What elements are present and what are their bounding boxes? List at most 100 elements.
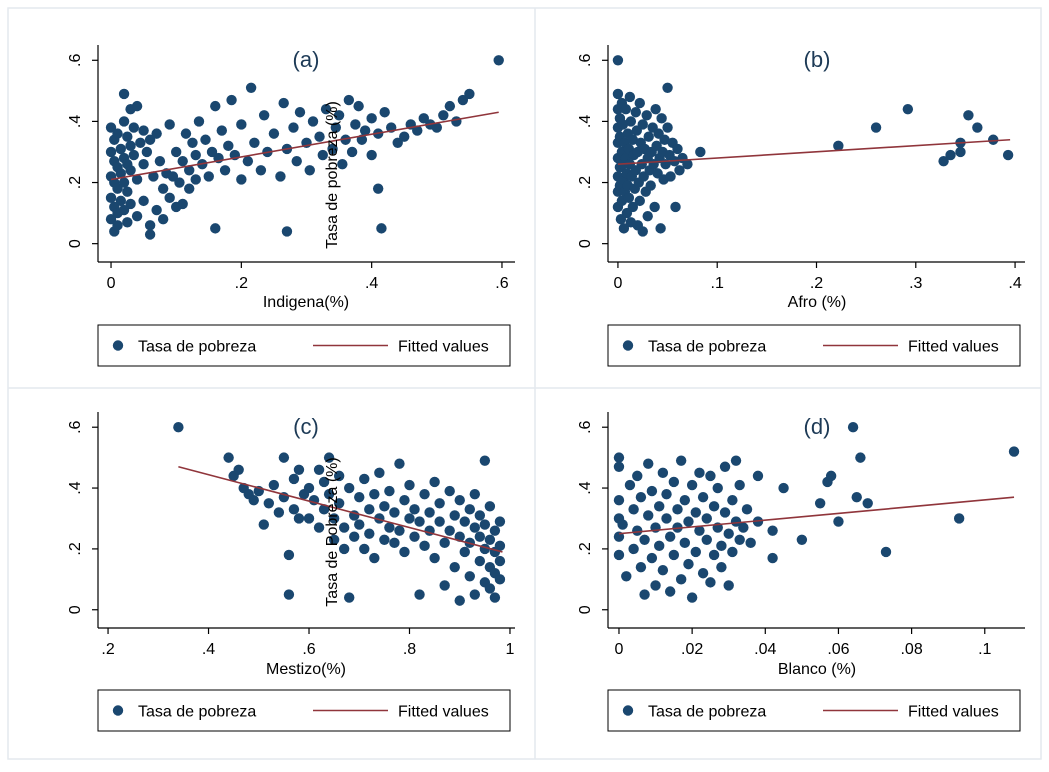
data-point bbox=[1008, 446, 1020, 457]
figure-frame bbox=[7, 7, 1042, 760]
data-point bbox=[734, 534, 745, 545]
data-point bbox=[180, 128, 192, 139]
data-point bbox=[683, 516, 694, 527]
data-point bbox=[379, 107, 390, 118]
data-point bbox=[642, 210, 653, 222]
data-point bbox=[288, 504, 300, 515]
data-point bbox=[730, 455, 742, 466]
data-point bbox=[242, 155, 254, 167]
data-point bbox=[675, 574, 687, 585]
data-point bbox=[105, 146, 117, 158]
data-point bbox=[307, 116, 319, 127]
data-point bbox=[902, 103, 914, 115]
data-point bbox=[444, 525, 455, 536]
data-point bbox=[372, 183, 384, 194]
data-point bbox=[493, 55, 504, 66]
data-point bbox=[122, 131, 133, 142]
data-point bbox=[628, 543, 639, 555]
y-tick-label: .2 bbox=[577, 542, 594, 555]
data-point bbox=[144, 134, 156, 145]
data-point bbox=[474, 555, 486, 567]
legend-label-fit: Fitted values bbox=[398, 339, 489, 356]
data-point bbox=[494, 516, 506, 527]
data-point bbox=[338, 543, 350, 555]
data-point bbox=[344, 482, 355, 494]
data-point bbox=[741, 504, 753, 515]
data-point bbox=[723, 528, 734, 539]
data-point bbox=[627, 134, 639, 145]
data-point bbox=[409, 504, 420, 515]
data-point bbox=[656, 113, 667, 124]
panel-title: (c) bbox=[293, 414, 319, 439]
data-point bbox=[313, 464, 325, 476]
data-point bbox=[494, 574, 506, 585]
data-point bbox=[723, 580, 734, 591]
data-point bbox=[115, 143, 127, 155]
data-point bbox=[484, 583, 496, 594]
x-tick-label: .4 bbox=[202, 641, 215, 658]
data-point bbox=[825, 470, 837, 482]
data-point bbox=[424, 507, 435, 518]
data-point bbox=[489, 525, 501, 536]
data-point bbox=[419, 540, 430, 552]
data-point bbox=[293, 464, 305, 476]
data-point bbox=[219, 165, 231, 176]
data-point bbox=[366, 149, 377, 161]
data-point bbox=[641, 110, 652, 121]
data-point bbox=[173, 422, 184, 433]
data-point bbox=[953, 513, 965, 524]
data-point bbox=[369, 488, 380, 500]
data-point bbox=[439, 537, 450, 549]
data-point bbox=[359, 543, 370, 555]
data-point bbox=[115, 195, 127, 207]
data-point bbox=[646, 552, 658, 564]
y-tick-label: 0 bbox=[577, 605, 594, 614]
y-tick-label: 0 bbox=[67, 239, 84, 248]
data-point bbox=[727, 495, 738, 506]
data-point bbox=[431, 122, 443, 133]
data-point bbox=[327, 143, 338, 155]
data-point bbox=[414, 516, 425, 527]
data-point bbox=[637, 119, 648, 130]
data-point bbox=[938, 155, 949, 167]
data-point bbox=[479, 455, 491, 466]
data-point bbox=[157, 214, 169, 225]
data-point bbox=[350, 119, 361, 130]
data-point bbox=[148, 171, 159, 182]
data-point bbox=[870, 122, 882, 133]
x-tick-label: .3 bbox=[909, 275, 922, 292]
y-tick-label: .2 bbox=[577, 176, 594, 189]
data-point bbox=[708, 549, 720, 561]
data-point bbox=[727, 546, 738, 558]
y-tick-label: .2 bbox=[67, 176, 84, 189]
legend-marker-icon bbox=[622, 705, 634, 716]
data-point bbox=[639, 534, 650, 545]
data-point bbox=[210, 100, 221, 112]
data-point bbox=[118, 177, 130, 188]
data-point bbox=[451, 116, 462, 127]
data-point bbox=[122, 217, 133, 228]
data-point bbox=[366, 113, 377, 124]
panel-title: (d) bbox=[804, 414, 831, 439]
x-tick-label: 1 bbox=[506, 641, 515, 658]
data-point bbox=[661, 488, 672, 500]
data-point bbox=[730, 516, 742, 527]
x-tick-label: .1 bbox=[978, 641, 991, 658]
data-point bbox=[210, 223, 221, 234]
data-point bbox=[105, 192, 117, 204]
data-point bbox=[734, 479, 745, 491]
data-point bbox=[112, 220, 123, 231]
data-point bbox=[646, 485, 658, 497]
data-point bbox=[404, 513, 415, 524]
data-point bbox=[226, 94, 237, 106]
data-point bbox=[796, 534, 808, 545]
legend-label-points: Tasa de pobreza bbox=[648, 704, 766, 721]
data-point bbox=[469, 488, 481, 500]
legend: Tasa de pobreza Fitted values bbox=[607, 689, 1021, 732]
panel-b: 0 .2 .4 .6 0 .1 .2 .3 .4 (b) Afro (%) Tasa de pobre… bbox=[577, 45, 1025, 367]
data-point bbox=[494, 540, 506, 552]
data-point bbox=[293, 513, 305, 524]
data-point bbox=[255, 165, 267, 176]
fitted-line bbox=[617, 138, 1011, 165]
data-point bbox=[303, 513, 315, 524]
